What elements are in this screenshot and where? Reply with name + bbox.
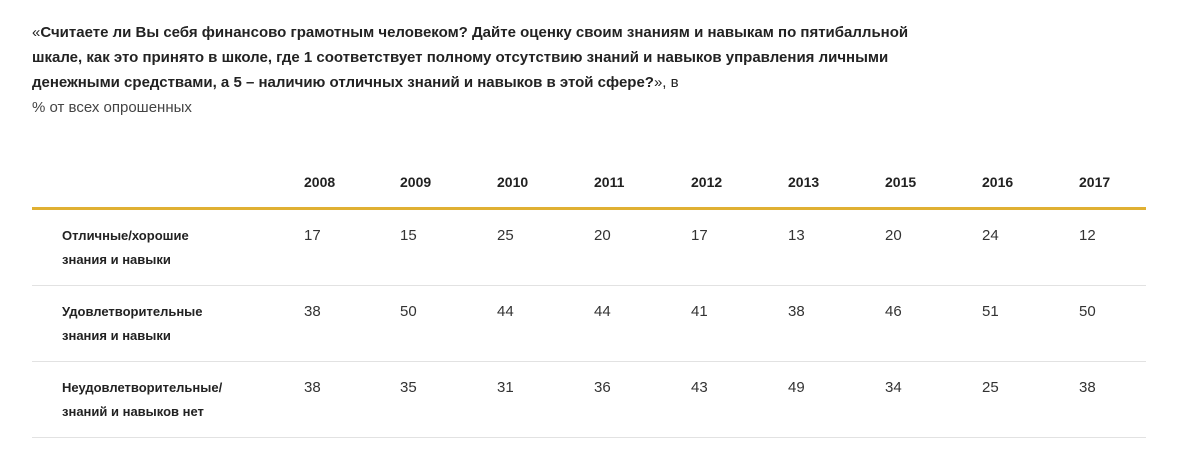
row-label-line: Отличные/хорошие — [62, 228, 189, 243]
table-cell: 17 — [691, 227, 708, 244]
survey-table: 2008 2009 2010 2011 2012 2013 2015 2016 2017 Отл… — [32, 165, 1146, 438]
year-header: 2015 — [885, 174, 917, 190]
row-label: Отличные/хорошие знания и навыки — [62, 224, 262, 272]
table-cell: 20 — [885, 227, 902, 244]
table-cell: 41 — [691, 303, 708, 320]
table-row: Отличные/хорошие знания и навыки 17 15 25 20 1… — [32, 210, 1146, 286]
table-cell: 31 — [497, 379, 514, 396]
year-header: 2008 — [304, 174, 336, 190]
year-header: 2010 — [497, 174, 529, 190]
table-cell: 13 — [788, 227, 805, 244]
year-header: 2016 — [982, 174, 1014, 190]
table-cell: 15 — [400, 227, 417, 244]
table-row: Неудовлетворительные/знаний и навыков не… — [32, 362, 1146, 438]
table-cell: 44 — [594, 303, 611, 320]
table-row: Удовлетворительные знания и навыки 38 50 44 4… — [32, 286, 1146, 362]
unit-note: % от всех опрошенных — [32, 99, 192, 116]
table-cell: 24 — [982, 227, 999, 244]
table-cell: 36 — [594, 379, 611, 396]
year-header: 2009 — [400, 174, 432, 190]
open-quote: « — [32, 24, 41, 41]
row-label-line: знания и навыки — [62, 252, 171, 267]
table-cell: 38 — [788, 303, 805, 320]
table-cell: 43 — [691, 379, 708, 396]
table-cell: 17 — [304, 227, 321, 244]
table-cell: 44 — [497, 303, 514, 320]
row-label-line: Неудовлетворительные/ — [62, 380, 223, 395]
year-header: 2012 — [691, 174, 723, 190]
table-cell: 38 — [304, 303, 321, 320]
row-label-line: Удовлетворительные — [62, 304, 203, 319]
table-cell: 49 — [788, 379, 805, 396]
table-cell: 46 — [885, 303, 902, 320]
table-cell: 34 — [885, 379, 902, 396]
table-cell: 35 — [400, 379, 417, 396]
table-cell: 50 — [400, 303, 417, 320]
table-header: 2008 2009 2010 2011 2012 2013 2015 2016 2017 — [32, 165, 1146, 210]
row-label: Удовлетворительные знания и навыки — [62, 300, 262, 348]
survey-question: Считаете ли Вы себя финансово грамотным … — [32, 24, 909, 91]
table-cell: 38 — [304, 379, 321, 396]
year-header: 2017 — [1079, 174, 1111, 190]
year-header: 2011 — [594, 174, 625, 190]
row-label-line: знания и навыки — [62, 328, 171, 343]
row-label: Неудовлетворительные/знаний и навыков не… — [62, 376, 262, 424]
table-cell: 51 — [982, 303, 999, 320]
table-cell: 12 — [1079, 227, 1096, 244]
table-cell: 25 — [497, 227, 514, 244]
table-cell: 38 — [1079, 379, 1096, 396]
table-caption: «Считаете ли Вы себя финансово грамотным… — [32, 20, 952, 120]
table-cell: 25 — [982, 379, 999, 396]
row-label-line: знаний и навыков нет — [62, 404, 204, 419]
table-cell: 20 — [594, 227, 611, 244]
close-quote: », в — [653, 74, 679, 91]
table-cell: 50 — [1079, 303, 1096, 320]
year-header: 2013 — [788, 174, 820, 190]
